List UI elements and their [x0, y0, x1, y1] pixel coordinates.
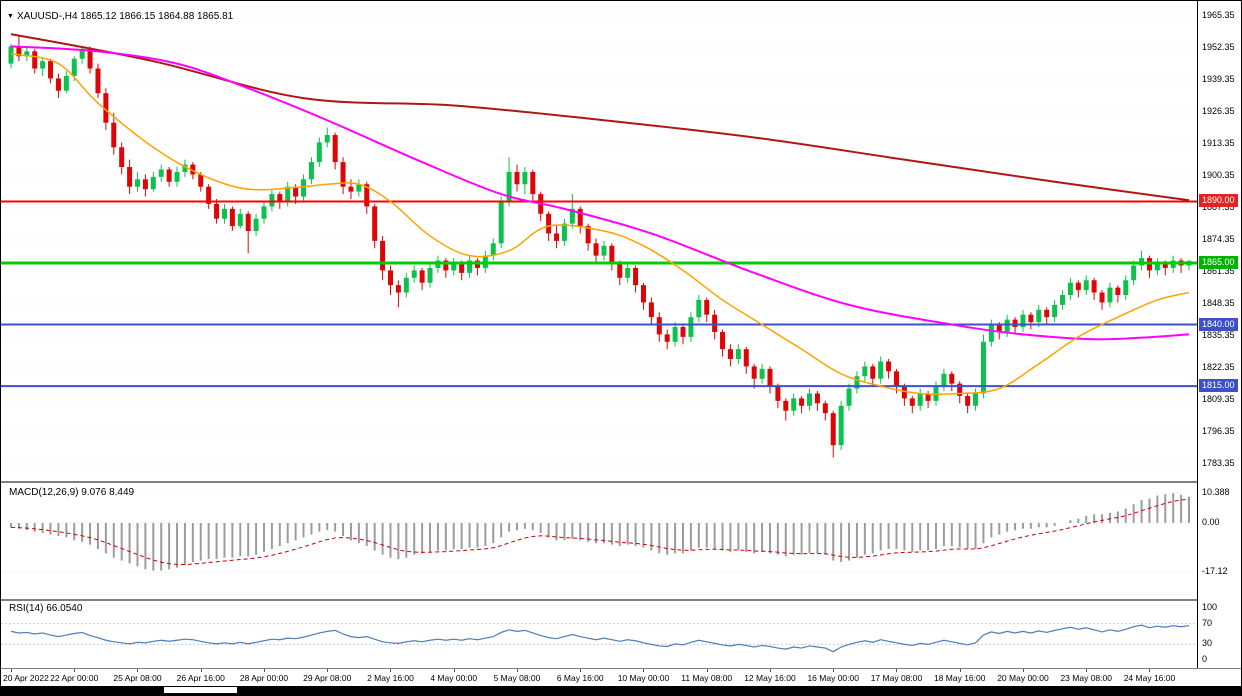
candles — [8, 36, 1192, 458]
price-axis-label: 1835.35 — [1202, 330, 1235, 340]
rsi-level-lines — [1, 623, 1197, 645]
macd-signal-value: 8.449 — [109, 487, 135, 498]
rsi-label: RSI(14) 66.0540 — [9, 603, 82, 614]
time-axis-tick — [327, 669, 329, 672]
macd-signal-line — [10, 498, 1190, 566]
time-axis-label: 11 May 08:00 — [681, 673, 733, 683]
price-axis-label: 1809.35 — [1202, 394, 1235, 404]
time-axis-tick — [516, 669, 518, 672]
time-axis-label: 4 May 00:00 — [430, 673, 478, 683]
time-axis-tick — [74, 669, 76, 672]
time-axis-label: 23 May 08:00 — [1060, 673, 1112, 683]
time-axis-label: 22 Apr 00:00 — [50, 673, 99, 683]
price-axis-label: 1861.35 — [1202, 266, 1235, 276]
symbol-marker-icon: ▼ — [7, 13, 14, 20]
time-axis-label: 29 Apr 08:00 — [303, 673, 352, 683]
rsi-axis-label: 0 — [1202, 654, 1208, 664]
quote-text: XAUUSD-,H4 1865.12 1866.15 1864.88 1865.… — [16, 11, 234, 22]
time-axis-tick — [1022, 669, 1024, 672]
time-axis-label: 24 May 16:00 — [1123, 673, 1176, 683]
price-axis-label: 1874.35 — [1202, 234, 1235, 244]
time-axis-tick — [1086, 669, 1088, 672]
macd-axis-label: 10.388 — [1202, 486, 1230, 497]
price-axis-label: 1952.35 — [1202, 42, 1235, 52]
rsi-line — [10, 624, 1190, 653]
rsi-axis-label: 70 — [1202, 617, 1213, 628]
macd-panel[interactable] — [1, 483, 1197, 599]
time-axis-label: 28 Apr 00:00 — [239, 673, 289, 683]
rsi-title: RSI(14) — [9, 603, 44, 614]
rsi-axis-label: 100 — [1202, 602, 1218, 612]
time-axis-tick — [200, 669, 202, 672]
time-axis-tick — [959, 669, 961, 672]
time-axis-tick — [137, 669, 139, 672]
time-axis-label: 17 May 08:00 — [870, 673, 923, 683]
bottom-bar-notch — [164, 687, 237, 693]
time-axis-tick — [453, 669, 455, 672]
price-axis-label: 1926.35 — [1202, 106, 1235, 116]
macd-value: 9.076 — [81, 487, 107, 498]
time-axis-label: 6 May 16:00 — [556, 673, 604, 683]
time-axis-tick — [833, 669, 835, 672]
time-axis-label: 12 May 16:00 — [744, 673, 796, 683]
price-axis-label: 1965.35 — [1202, 10, 1235, 20]
macd-axis-label: 0.00 — [1202, 517, 1220, 527]
time-axis-tick — [643, 669, 645, 672]
time-axis-label: 26 Apr 16:00 — [176, 673, 225, 683]
time-axis[interactable]: 20 Apr 2022 22 Apr 00:00 25 Apr 08:00 26 Ap… — [1, 668, 1241, 687]
ohlc-quote: ▼ XAUUSD-,H4 1865.12 1866.15 1864.88 1865… — [7, 11, 233, 22]
bottom-bar — [1, 686, 1241, 695]
time-axis-tick — [769, 669, 771, 672]
macd-axis-label: -17.12 — [1202, 566, 1228, 577]
time-axis-tick — [706, 669, 708, 672]
rsi-axis-label: 30 — [1202, 638, 1213, 649]
rsi-value: 66.0540 — [46, 603, 83, 614]
time-axis-label: 20 May 00:00 — [997, 673, 1049, 683]
time-axis-tick — [390, 669, 392, 672]
price-level-badge: 1840.00 — [1199, 317, 1238, 331]
time-axis-label: 5 May 08:00 — [493, 673, 541, 683]
grid-lines — [1, 15, 1197, 465]
moving-average-lines — [10, 33, 1190, 395]
time-axis-tick — [11, 669, 12, 672]
time-axis-label: 2 May 16:00 — [367, 673, 414, 683]
time-axis-tick — [263, 669, 265, 672]
price-axis-label: 1848.35 — [1202, 298, 1235, 308]
price-axis-label: 1783.35 — [1202, 458, 1235, 468]
macd-label: MACD(12,26,9) 9.076 8.449 — [9, 487, 134, 498]
ma-medium — [10, 45, 1190, 341]
price-axis-label: 1796.35 — [1202, 426, 1235, 436]
macd-title: MACD(12,26,9) — [9, 487, 79, 498]
price-axis-label: 1913.35 — [1202, 138, 1235, 148]
price-level-badge: 1865.00 — [1199, 256, 1238, 269]
ma-slow — [10, 33, 1190, 202]
price-axis-label: 1939.35 — [1202, 74, 1235, 84]
panel-separator-macd[interactable] — [1, 481, 1241, 483]
price-axis-label: 1900.35 — [1202, 170, 1235, 180]
price-level-badge: 1890.00 — [1199, 194, 1238, 208]
price-axis[interactable]: 1965.35 1952.35 1939.35 1926.35 1913.35 1900.… — [1197, 1, 1241, 687]
macd-grid — [1, 492, 1197, 573]
time-axis-tick — [1149, 669, 1151, 672]
time-axis-tick — [896, 669, 898, 672]
time-axis-label: 20 Apr 2022 — [3, 673, 49, 683]
time-axis-label: 25 Apr 08:00 — [113, 673, 162, 683]
time-axis-tick — [580, 669, 582, 672]
time-axis-label: 18 May 16:00 — [933, 673, 986, 683]
rsi-panel[interactable] — [1, 601, 1197, 667]
time-axis-label: 10 May 00:00 — [617, 673, 670, 683]
horizontal-level-lines — [1, 200, 1197, 388]
price-level-badge: 1815.00 — [1199, 379, 1238, 393]
macd-histogram — [10, 493, 1190, 571]
ma-fast — [10, 53, 1190, 395]
time-axis-label: 16 May 00:00 — [807, 673, 859, 683]
price-axis-label: 1822.35 — [1202, 362, 1235, 372]
panel-separator-rsi[interactable] — [1, 599, 1241, 601]
price-chart[interactable] — [1, 1, 1197, 481]
